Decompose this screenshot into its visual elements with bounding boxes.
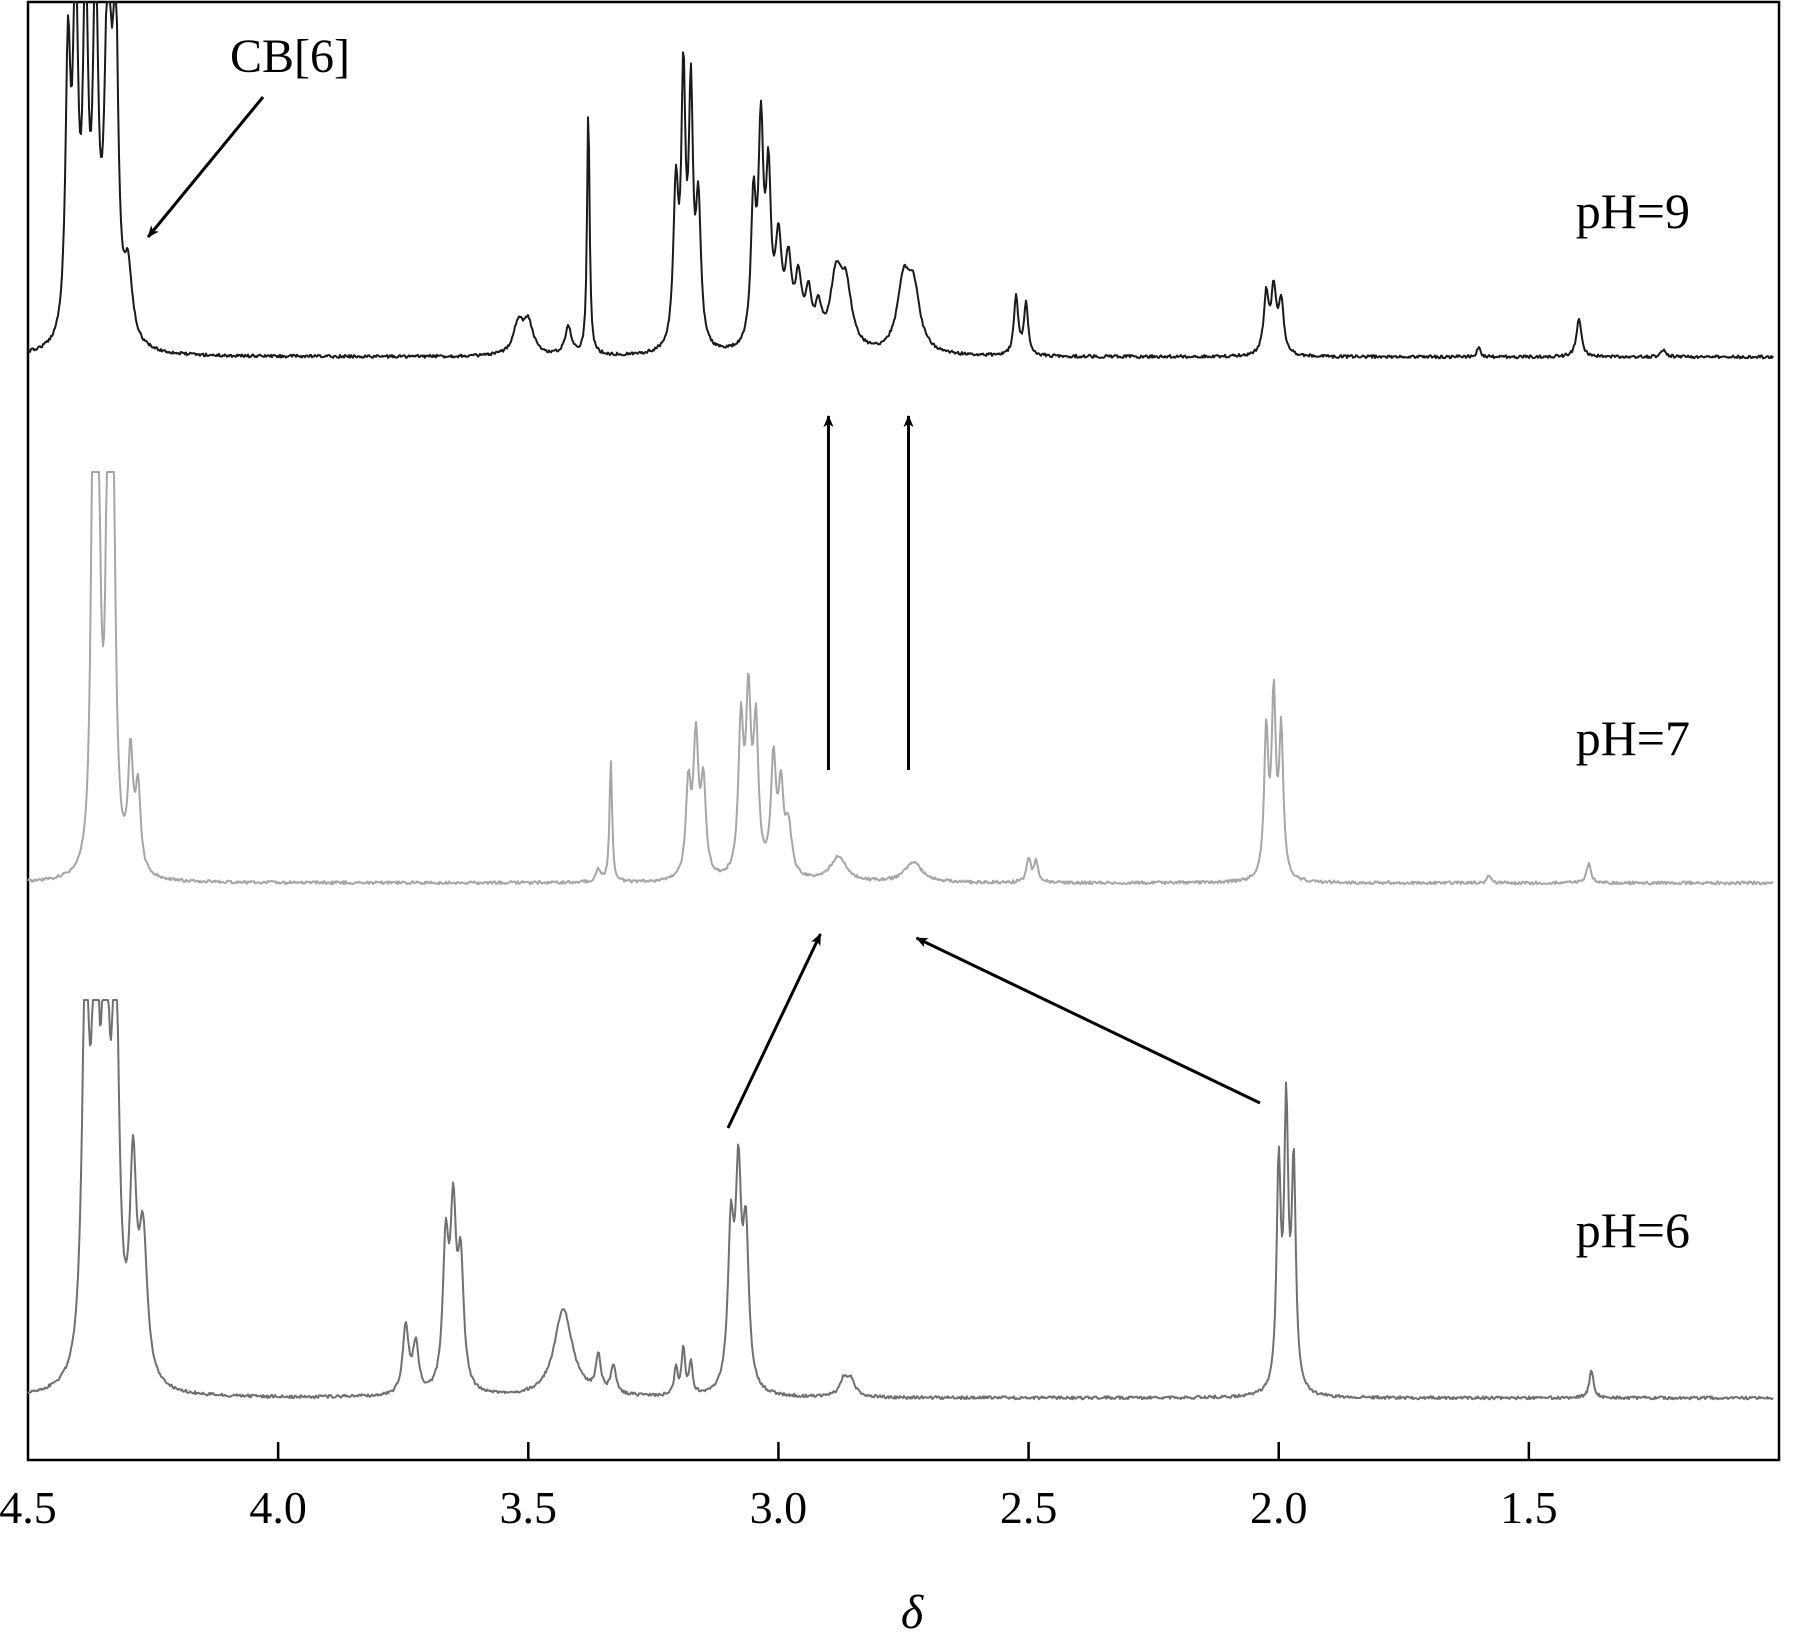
spectrum-line-ph-7 [27, 471, 1774, 886]
series-label-ph-9: pH=9 [1576, 183, 1690, 239]
x-tick-label: 2.0 [1250, 1482, 1308, 1533]
annotation-arrows: CB[6] [146, 30, 1261, 1129]
spectrum-line-ph-6 [27, 999, 1774, 1401]
cb6-arrow [146, 96, 265, 238]
series-label-ph-6: pH=6 [1576, 1202, 1690, 1258]
x-tick-label: 4.0 [249, 1482, 307, 1533]
spectra-group [27, 1, 1774, 1401]
shift-arrow-pH6-to-pH7-b [915, 936, 1261, 1105]
shift-arrow-pH6-to-pH7-a [726, 933, 822, 1129]
spectrum-line-ph-9 [27, 1, 1774, 360]
x-axis: 4.5 4.0 3.5 3.0 2.5 2.0 1.5 [0, 1442, 1558, 1533]
x-tick-label: 3.0 [750, 1482, 808, 1533]
plot-frame [26, 0, 1781, 1462]
x-tick-label: 1.5 [1500, 1482, 1558, 1533]
series-labels: pH=9 pH=7 pH=6 [1576, 183, 1690, 1258]
x-axis-label: δ [901, 1586, 924, 1639]
x-tick-label: 2.5 [1000, 1482, 1058, 1533]
series-label-ph-7: pH=7 [1576, 710, 1690, 766]
x-tick-label: 3.5 [500, 1482, 558, 1533]
cb6-annotation-label: CB[6] [230, 30, 350, 83]
x-tick-label: 4.5 [0, 1482, 57, 1533]
